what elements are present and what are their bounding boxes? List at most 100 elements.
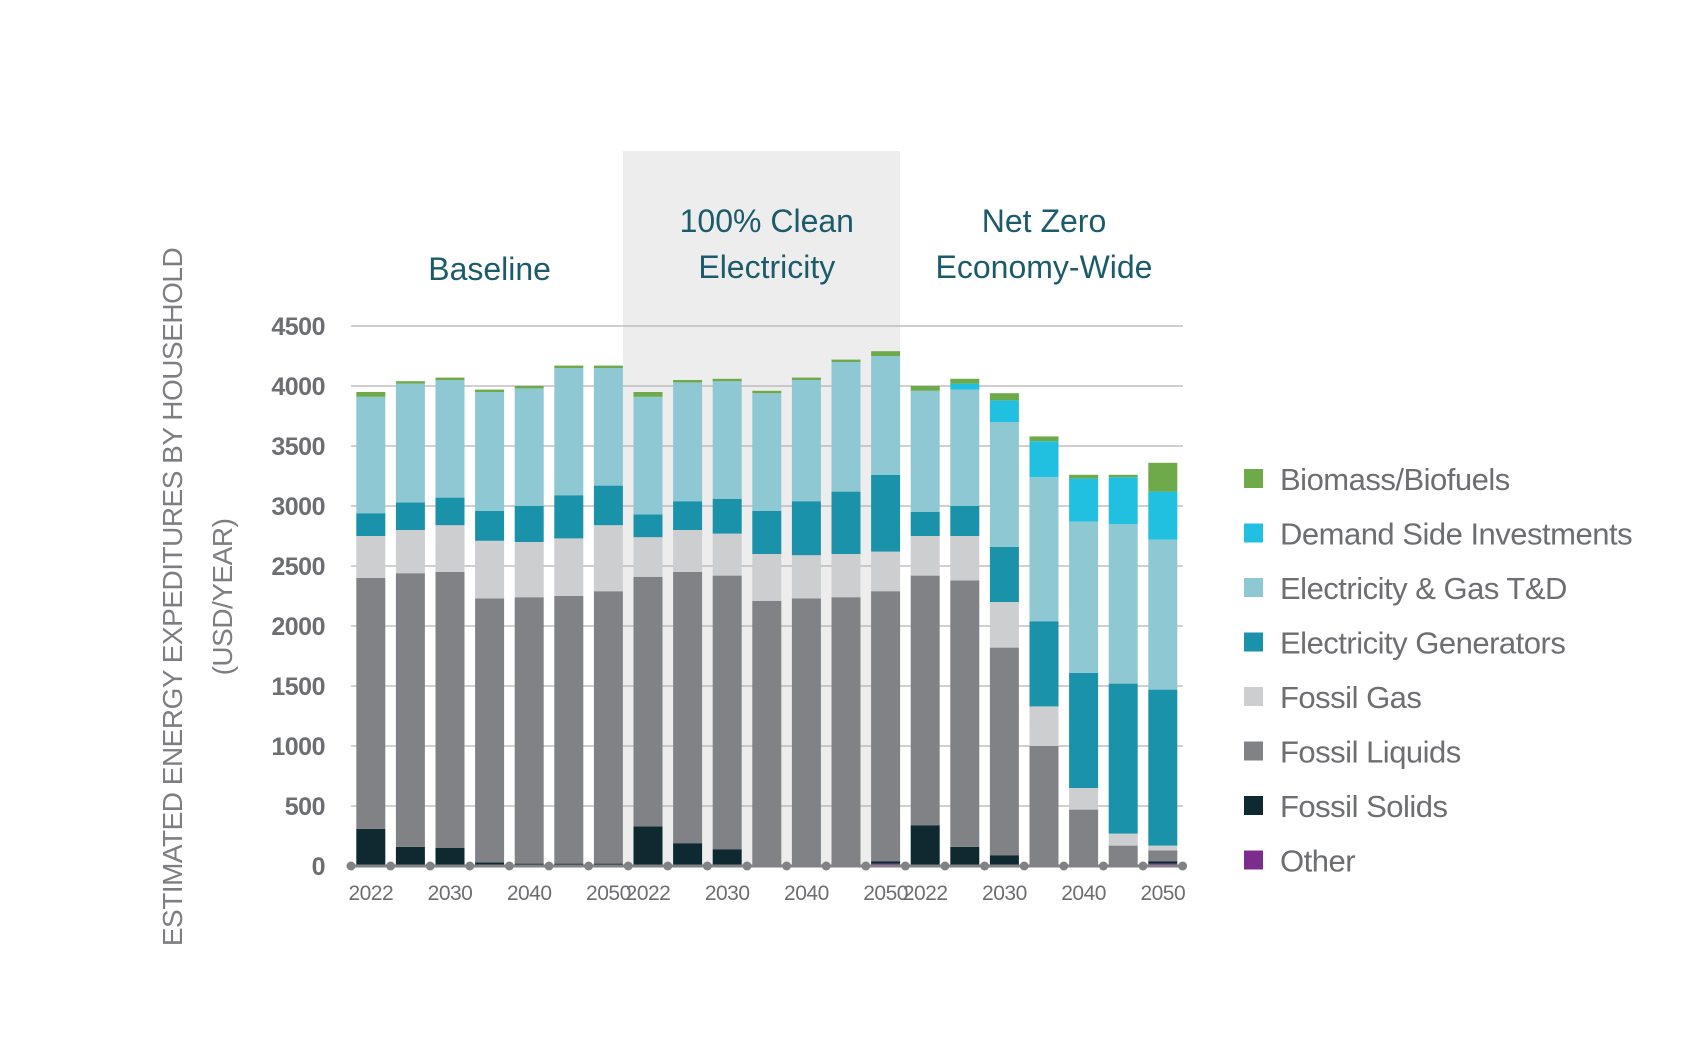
x-axis-dot-4 — [504, 861, 514, 871]
bar-segment-17-2 — [1029, 746, 1059, 866]
bar-segment-15-1 — [950, 846, 980, 866]
bar-segment-14-7 — [910, 386, 940, 391]
bar-segment-16-4 — [989, 546, 1019, 602]
bar-segment-2-2 — [435, 572, 465, 848]
bar-segment-20-6 — [1148, 491, 1178, 540]
y-axis-label-line2: (USD/YEAR) — [207, 519, 238, 676]
y-tick-label-0: 0 — [312, 853, 325, 881]
bar-segment-17-3 — [1029, 706, 1059, 746]
x-axis-dot-0 — [346, 861, 356, 871]
bar-segment-7-1 — [633, 826, 663, 866]
bar-segment-20-1 — [1148, 861, 1178, 864]
bar-segment-2-1 — [435, 848, 465, 866]
bar-segment-19-2 — [1108, 845, 1138, 866]
legend-swatch-4 — [1244, 687, 1263, 706]
group-title-0: Baseline — [428, 251, 551, 287]
x-axis-dot-16 — [980, 861, 990, 871]
bar-segment-6-5 — [593, 368, 623, 486]
x-axis-dot-14 — [900, 861, 910, 871]
bar-segment-9-2 — [712, 575, 742, 850]
x-axis-dot-6 — [584, 861, 594, 871]
bars — [356, 351, 1178, 866]
bar-segment-16-1 — [989, 855, 1019, 866]
bar-segment-6-3 — [593, 525, 623, 592]
y-tick-label-2500: 2500 — [271, 553, 325, 581]
bar-segment-4-5 — [514, 388, 544, 506]
x-axis-dot-11 — [782, 861, 792, 871]
bar-segment-7-5 — [633, 396, 663, 515]
legend-label-2: Electricity & Gas T&D — [1280, 571, 1567, 606]
bar-segment-7-3 — [633, 537, 663, 577]
x-axis-dot-1 — [386, 861, 396, 871]
x-axis-dot-21 — [1178, 861, 1188, 871]
bar-segment-20-3 — [1148, 845, 1178, 851]
bar-segment-7-7 — [633, 392, 663, 397]
x-tick-label-7: 2022 — [626, 882, 671, 905]
bar-segment-16-6 — [989, 400, 1019, 422]
x-axis-dot-2 — [425, 861, 435, 871]
bar-segment-8-1 — [673, 843, 703, 866]
bar-segment-14-1 — [910, 825, 940, 866]
bar-segment-19-4 — [1108, 683, 1138, 834]
x-axis-dot-17 — [1019, 861, 1029, 871]
bar-segment-5-2 — [554, 596, 584, 864]
bar-segment-14-4 — [910, 512, 940, 536]
legend-swatch-1 — [1244, 523, 1263, 543]
bar-segment-8-7 — [673, 380, 703, 383]
bar-segment-11-3 — [791, 555, 821, 599]
bar-segment-19-6 — [1108, 477, 1138, 524]
x-axis-dot-20 — [1138, 861, 1148, 871]
bar-segment-2-4 — [435, 497, 465, 526]
bar-segment-14-2 — [910, 575, 940, 826]
y-tick-label-500: 500 — [285, 793, 325, 821]
x-axis-dot-10 — [742, 861, 752, 871]
bar-segment-0-1 — [356, 828, 386, 866]
x-axis-dot-7 — [623, 861, 633, 871]
x-axis-dot-15 — [940, 861, 950, 871]
bar-segment-10-5 — [752, 393, 782, 511]
bar-segment-5-5 — [554, 368, 584, 496]
bar-segment-19-5 — [1108, 524, 1138, 684]
y-tick-label-4500: 4500 — [271, 313, 325, 341]
bar-segment-1-3 — [395, 530, 425, 574]
bar-segment-20-2 — [1148, 850, 1178, 862]
bar-segment-15-6 — [950, 383, 980, 390]
bar-segment-17-7 — [1029, 436, 1059, 442]
bar-segment-13-3 — [871, 551, 901, 592]
x-axis-dot-8 — [663, 861, 673, 871]
bar-segment-3-7 — [475, 389, 505, 392]
bar-segment-20-5 — [1148, 539, 1178, 690]
bar-segment-15-4 — [950, 506, 980, 536]
bar-segment-18-2 — [1069, 809, 1099, 866]
bar-segment-13-5 — [871, 356, 901, 475]
legend-swatch-5 — [1244, 741, 1263, 761]
bar-segment-3-1 — [475, 862, 505, 866]
x-axis-dot-9 — [702, 861, 712, 871]
bar-segment-17-5 — [1029, 477, 1059, 622]
y-tick-label-1500: 1500 — [271, 673, 325, 701]
bar-segment-4-7 — [514, 386, 544, 389]
bar-segment-19-7 — [1108, 474, 1138, 478]
bar-segment-1-1 — [395, 846, 425, 866]
bar-segment-13-1 — [871, 861, 901, 864]
bar-segment-1-7 — [395, 381, 425, 384]
bar-segment-15-2 — [950, 580, 980, 847]
bar-segment-8-5 — [673, 382, 703, 502]
x-axis-dot-19 — [1098, 861, 1108, 871]
legend-label-1: Demand Side Investments — [1280, 517, 1632, 552]
bar-segment-16-5 — [989, 422, 1019, 547]
bar-segment-2-3 — [435, 525, 465, 572]
x-axis-dot-13 — [861, 861, 871, 871]
bar-segment-12-4 — [831, 491, 861, 554]
bar-segment-7-4 — [633, 514, 663, 538]
bar-segment-4-3 — [514, 542, 544, 598]
y-tick-label-3500: 3500 — [271, 433, 325, 461]
bar-segment-10-3 — [752, 554, 782, 601]
x-tick-label-16: 2030 — [982, 882, 1027, 905]
labels: Baseline 100% Clean Electricity Net Zero Eco… — [157, 203, 1186, 946]
x-tick-label-11: 2040 — [784, 882, 829, 905]
bar-segment-16-3 — [989, 602, 1019, 648]
y-tick-label-4000: 4000 — [271, 373, 325, 401]
x-axis-dot-5 — [544, 861, 554, 871]
